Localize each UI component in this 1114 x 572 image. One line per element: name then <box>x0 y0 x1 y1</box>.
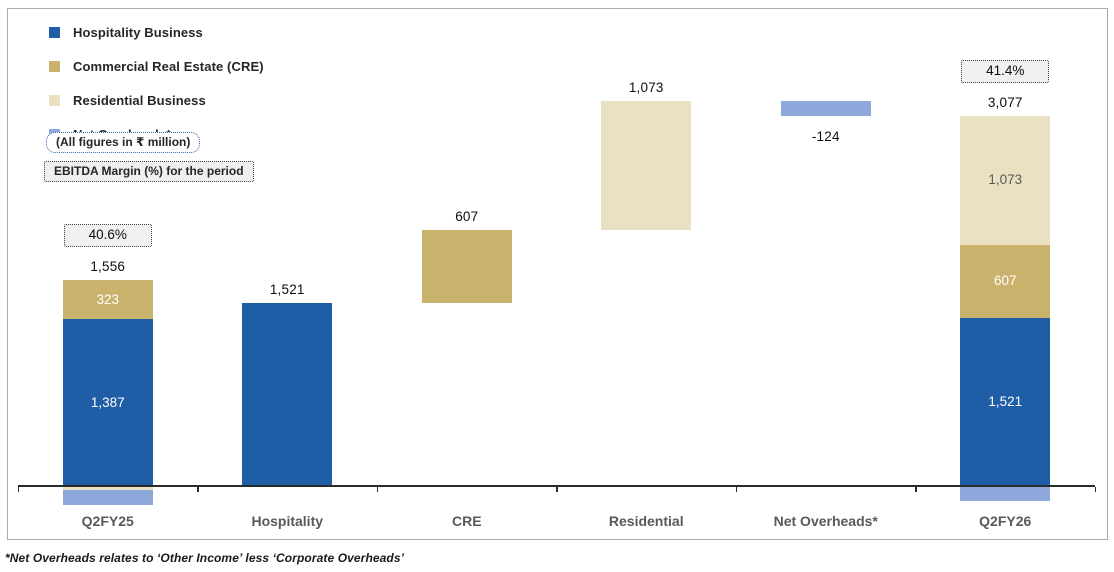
bar-value-label: 1,521 <box>269 282 305 298</box>
x-axis-line <box>18 485 1095 487</box>
segment-value-label: 1,073 <box>988 172 1023 188</box>
ebitda-margin-badge: 41.4% <box>961 59 1050 83</box>
x-axis-tick <box>376 487 378 492</box>
units-note: (All figures in ₹ million) <box>46 132 201 153</box>
bar-segment-cre <box>421 230 512 304</box>
category-label-1: Q2FY25 <box>81 513 134 529</box>
bar-value-label: 3,077 <box>987 94 1023 110</box>
legend-item-hospitality: Hospitality Business <box>49 25 264 40</box>
legend-label: Residential Business <box>73 93 206 108</box>
bar-value-label: 1,073 <box>628 79 664 95</box>
category-label-6: Q2FY26 <box>979 513 1032 529</box>
bar-segment-net_overheads <box>960 486 1051 501</box>
x-axis-tick <box>735 487 737 492</box>
segment-value-label: 1,387 <box>90 394 125 410</box>
bar-segment-cre: 323 <box>62 280 153 320</box>
category-label-5: Net Overheads* <box>773 513 878 529</box>
bar-segment-net_overheads <box>780 100 871 116</box>
legend-item-cre: Commercial Real Estate (CRE) <box>49 59 264 74</box>
x-axis-tick <box>1094 487 1096 492</box>
bar-value-label: 607 <box>455 209 479 224</box>
x-axis-tick <box>197 487 199 492</box>
legend-item-residential: Residential Business <box>49 93 264 108</box>
bar-segment-residential: 1,073 <box>960 115 1051 245</box>
bar-value-label: -124 <box>811 128 840 144</box>
bar-segment-hospitality <box>242 303 333 486</box>
category-label-3: CRE <box>451 513 482 529</box>
x-axis-tick <box>556 487 558 492</box>
x-axis-tick <box>17 487 19 492</box>
category-label-4: Residential <box>608 513 684 529</box>
ebitda-margin-badge: 40.6% <box>63 224 152 248</box>
bar-segment-hospitality: 1,521 <box>960 317 1051 501</box>
chart-frame <box>7 8 1108 540</box>
legend-label: Hospitality Business <box>73 25 203 40</box>
legend: Hospitality Business Commercial Real Esta… <box>49 25 264 142</box>
x-axis-tick <box>915 487 917 492</box>
legend-label: Commercial Real Estate (CRE) <box>73 59 264 74</box>
cre-swatch-icon <box>49 61 60 72</box>
segment-value-label: 323 <box>96 291 120 307</box>
hospitality-swatch-icon <box>49 27 60 38</box>
ebitda-margin-note: EBITDA Margin (%) for the period <box>44 161 254 182</box>
bar-segment-net_overheads <box>62 489 153 505</box>
residential-swatch-icon <box>49 95 60 106</box>
segment-value-label: 1,521 <box>988 393 1023 409</box>
bar-segment-residential <box>62 486 153 490</box>
bar-segment-residential <box>601 100 692 230</box>
category-label-2: Hospitality <box>251 513 324 529</box>
bar-segment-cre: 607 <box>960 244 1051 318</box>
bar-segment-hospitality: 1,387 <box>62 319 153 486</box>
footnote: *Net Overheads relates to ‘Other Income’… <box>5 551 405 565</box>
segment-value-label: 607 <box>993 273 1017 289</box>
bar-value-label: 1,556 <box>90 259 126 275</box>
